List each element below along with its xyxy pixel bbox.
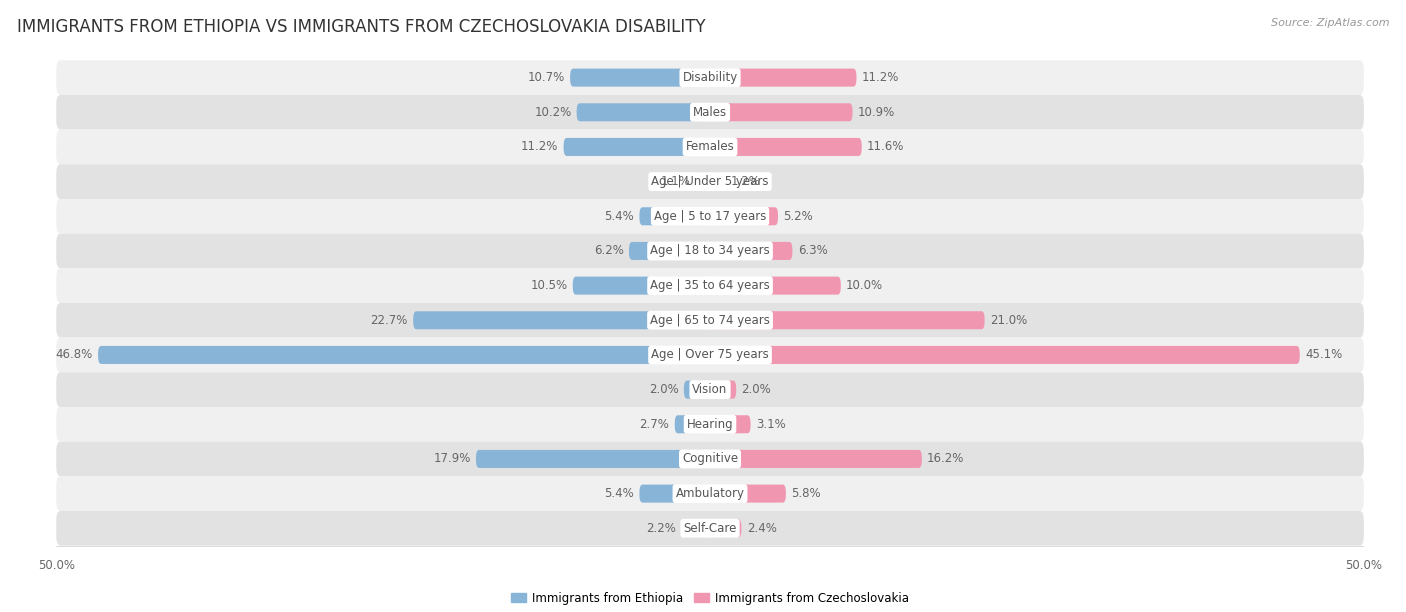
- FancyBboxPatch shape: [56, 511, 1364, 546]
- Text: 2.0%: 2.0%: [741, 383, 770, 396]
- Text: Age | Over 75 years: Age | Over 75 years: [651, 348, 769, 362]
- FancyBboxPatch shape: [56, 372, 1364, 407]
- Text: Age | 35 to 64 years: Age | 35 to 64 years: [650, 279, 770, 292]
- FancyBboxPatch shape: [696, 173, 710, 190]
- FancyBboxPatch shape: [710, 173, 725, 190]
- Text: 11.2%: 11.2%: [522, 140, 558, 154]
- FancyBboxPatch shape: [710, 519, 741, 537]
- Text: 5.8%: 5.8%: [792, 487, 821, 500]
- Text: Age | 5 to 17 years: Age | 5 to 17 years: [654, 210, 766, 223]
- FancyBboxPatch shape: [564, 138, 710, 156]
- FancyBboxPatch shape: [683, 381, 710, 398]
- Text: 5.4%: 5.4%: [605, 210, 634, 223]
- Text: 10.9%: 10.9%: [858, 106, 896, 119]
- FancyBboxPatch shape: [628, 242, 710, 260]
- Text: 45.1%: 45.1%: [1305, 348, 1343, 362]
- FancyBboxPatch shape: [56, 60, 1364, 95]
- Text: 6.3%: 6.3%: [797, 244, 827, 258]
- Text: Age | 65 to 74 years: Age | 65 to 74 years: [650, 314, 770, 327]
- Text: 10.2%: 10.2%: [534, 106, 571, 119]
- Text: Source: ZipAtlas.com: Source: ZipAtlas.com: [1271, 18, 1389, 28]
- FancyBboxPatch shape: [569, 69, 710, 87]
- Text: 5.2%: 5.2%: [783, 210, 813, 223]
- FancyBboxPatch shape: [710, 381, 737, 398]
- Text: 22.7%: 22.7%: [371, 314, 408, 327]
- FancyBboxPatch shape: [682, 519, 710, 537]
- FancyBboxPatch shape: [56, 338, 1364, 372]
- Text: 6.2%: 6.2%: [593, 244, 624, 258]
- FancyBboxPatch shape: [675, 416, 710, 433]
- Text: Females: Females: [686, 140, 734, 154]
- FancyBboxPatch shape: [477, 450, 710, 468]
- Text: IMMIGRANTS FROM ETHIOPIA VS IMMIGRANTS FROM CZECHOSLOVAKIA DISABILITY: IMMIGRANTS FROM ETHIOPIA VS IMMIGRANTS F…: [17, 18, 706, 36]
- FancyBboxPatch shape: [56, 303, 1364, 338]
- FancyBboxPatch shape: [710, 138, 862, 156]
- FancyBboxPatch shape: [710, 346, 1299, 364]
- Text: Age | Under 5 years: Age | Under 5 years: [651, 175, 769, 188]
- Text: 10.5%: 10.5%: [530, 279, 568, 292]
- FancyBboxPatch shape: [576, 103, 710, 121]
- Text: 3.1%: 3.1%: [756, 418, 786, 431]
- Text: 2.4%: 2.4%: [747, 522, 776, 535]
- FancyBboxPatch shape: [710, 103, 852, 121]
- FancyBboxPatch shape: [572, 277, 710, 294]
- FancyBboxPatch shape: [56, 268, 1364, 303]
- FancyBboxPatch shape: [710, 207, 778, 225]
- Text: 21.0%: 21.0%: [990, 314, 1028, 327]
- Text: Vision: Vision: [692, 383, 728, 396]
- FancyBboxPatch shape: [56, 95, 1364, 130]
- Text: 2.7%: 2.7%: [640, 418, 669, 431]
- Text: 2.0%: 2.0%: [650, 383, 679, 396]
- Text: 11.6%: 11.6%: [868, 140, 904, 154]
- Legend: Immigrants from Ethiopia, Immigrants from Czechoslovakia: Immigrants from Ethiopia, Immigrants fro…: [506, 587, 914, 610]
- Text: Cognitive: Cognitive: [682, 452, 738, 466]
- FancyBboxPatch shape: [56, 234, 1364, 268]
- FancyBboxPatch shape: [710, 450, 922, 468]
- Text: 17.9%: 17.9%: [433, 452, 471, 466]
- Text: Age | 18 to 34 years: Age | 18 to 34 years: [650, 244, 770, 258]
- FancyBboxPatch shape: [640, 485, 710, 502]
- FancyBboxPatch shape: [710, 312, 984, 329]
- Text: Disability: Disability: [682, 71, 738, 84]
- Text: 1.2%: 1.2%: [731, 175, 761, 188]
- FancyBboxPatch shape: [710, 277, 841, 294]
- Text: Ambulatory: Ambulatory: [675, 487, 745, 500]
- FancyBboxPatch shape: [413, 312, 710, 329]
- Text: 11.2%: 11.2%: [862, 71, 898, 84]
- FancyBboxPatch shape: [56, 476, 1364, 511]
- FancyBboxPatch shape: [710, 485, 786, 502]
- FancyBboxPatch shape: [98, 346, 710, 364]
- Text: 2.2%: 2.2%: [647, 522, 676, 535]
- Text: 16.2%: 16.2%: [927, 452, 965, 466]
- FancyBboxPatch shape: [56, 130, 1364, 164]
- Text: 46.8%: 46.8%: [56, 348, 93, 362]
- Text: 5.4%: 5.4%: [605, 487, 634, 500]
- FancyBboxPatch shape: [56, 442, 1364, 476]
- Text: Males: Males: [693, 106, 727, 119]
- Text: 10.0%: 10.0%: [846, 279, 883, 292]
- FancyBboxPatch shape: [710, 416, 751, 433]
- FancyBboxPatch shape: [56, 199, 1364, 234]
- Text: Self-Care: Self-Care: [683, 522, 737, 535]
- FancyBboxPatch shape: [710, 242, 793, 260]
- FancyBboxPatch shape: [710, 69, 856, 87]
- Text: Hearing: Hearing: [686, 418, 734, 431]
- FancyBboxPatch shape: [56, 407, 1364, 442]
- FancyBboxPatch shape: [640, 207, 710, 225]
- FancyBboxPatch shape: [56, 164, 1364, 199]
- Text: 1.1%: 1.1%: [661, 175, 690, 188]
- Text: 10.7%: 10.7%: [527, 71, 565, 84]
